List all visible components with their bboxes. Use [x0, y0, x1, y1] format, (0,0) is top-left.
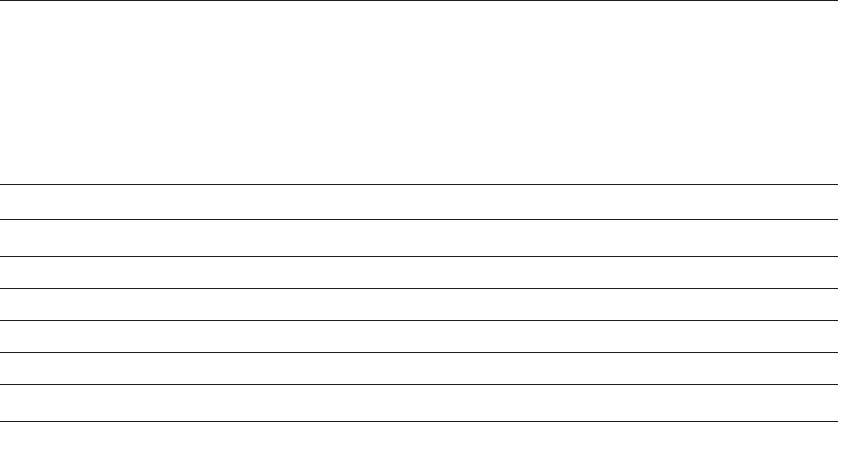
- page: {} html, body { margin: 0; padding: 0; b…: [0, 0, 851, 450]
- page-body: [0, 0, 851, 450]
- table: [0, 0, 851, 450]
- background: [0, 0, 851, 450]
